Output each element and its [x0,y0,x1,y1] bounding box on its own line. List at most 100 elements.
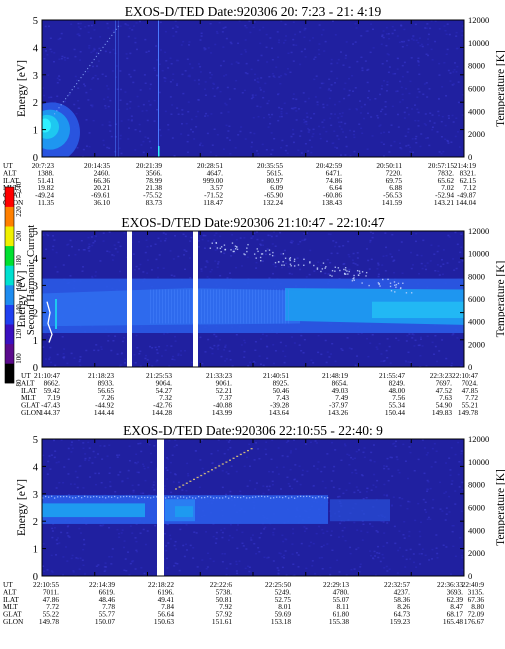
colorbar-swatch [5,304,14,325]
y-right-tick-label: 10000 [468,38,489,48]
orbit-value: 55.77 [99,610,116,619]
orbit-value: 59.42 [44,386,61,395]
orbit-value: 80.97 [267,176,284,185]
spectrogram-image [42,20,464,157]
orbit-value: 149.83 [432,408,452,417]
orbit-value: 7.43 [276,393,289,402]
orbit-value: 20:28:51 [197,161,223,170]
colorbar-swatch [5,206,14,227]
colorbar-swatch [5,343,14,364]
y-right-tick-label: 6000 [468,84,485,94]
orbit-value: 7.37 [219,393,232,402]
orbit-value: 7.92 [219,602,232,611]
orbit-value: 62.15 [460,176,477,185]
orbit-value: 22:25:50 [265,580,291,589]
orbit-value: 6.09 [270,183,283,192]
orbit-value: 20:14:35 [84,161,110,170]
orbit-value: -56.53 [383,191,402,200]
orbit-value: 7.72 [465,393,478,402]
orbit-value: 22:40:9 [462,580,485,589]
orbit-row-label: GLAT [21,401,40,410]
orbit-value: -44.92 [95,401,114,410]
orbit-value: 7024. [462,378,479,387]
orbit-value: 7.26 [101,393,114,402]
orbit-value: 132.24 [263,198,283,207]
orbit-value: 118.47 [203,198,223,207]
orbit-value: -49.24 [35,191,54,200]
orbit-value: 20:7:23 [32,161,55,170]
orbit-value: 52.75 [275,595,292,604]
orbit-row-label: ILAT [21,386,37,395]
orbit-value: -49.87 [457,191,476,200]
orbit-row-label: GLAT [3,610,22,619]
orbit-value: 155.38 [329,617,349,626]
orbit-value: 143.99 [212,408,232,417]
y-tick-label: 3 [33,490,38,501]
orbit-value: 150.07 [95,617,115,626]
orbit-value: 153.18 [271,617,291,626]
orbit-value: -69.61 [91,191,110,200]
orbit-value: 83.73 [146,198,163,207]
orbit-value: 36.10 [94,198,111,207]
orbit-value: 49.03 [332,386,349,395]
orbit-value: 7.63 [439,393,452,402]
orbit-value: 21:25:53 [146,371,172,380]
orbit-row-label: UT [21,371,31,380]
orbit-value: 144.37 [40,408,60,417]
y-right-axis-label: Temperature [K] [495,50,505,127]
orbit-value: 58.36 [394,595,411,604]
y-tick-label: 0 [33,153,38,164]
colorbar-swatch [5,363,14,384]
orbit-value: -47.43 [41,401,60,410]
orbit-value: 5738. [216,587,233,596]
y-tick-label: 0 [33,363,38,374]
orbit-value: 143.64 [269,408,289,417]
orbit-value: 20.21 [94,183,111,192]
y-tick-label: 4 [33,462,39,473]
orbit-value: 50.46 [273,386,290,395]
y-tick-label: 1 [33,545,38,556]
y-axis-label: Energy [eV] [16,479,28,536]
y-right-tick-label: 2000 [468,548,485,558]
spectrogram-image [42,231,464,367]
y-right-tick-label: 2000 [468,129,485,139]
orbit-row-label: ILAT [3,595,19,604]
orbit-value: 54.27 [156,386,173,395]
orbit-value: 51.41 [38,176,55,185]
orbit-value: 5615. [267,168,284,177]
orbit-value: 20:50:11 [376,161,402,170]
orbit-value: 47.52 [436,386,453,395]
y-right-tick-label: 6000 [468,503,485,513]
orbit-value: 149.78 [39,617,59,626]
orbit-value: 144.04 [456,198,476,207]
orbit-value: 7.02 [441,183,454,192]
orbit-value: 55.21 [462,401,479,410]
y-tick-label: 2 [33,98,38,109]
orbit-value: 151.61 [212,617,232,626]
orbit-value: 55.07 [333,595,350,604]
orbit-value: 64.73 [394,610,411,619]
orbit-value: 78.99 [146,176,163,185]
orbit-value: 21:4:19 [454,161,477,170]
orbit-value: 7.32 [159,393,172,402]
orbit-value: 22:32:57 [384,580,410,589]
orbit-value: 19.82 [38,183,55,192]
y-right-axis-label: Temperature [K] [495,261,505,338]
orbit-value: 4780. [333,587,350,596]
orbit-value: 61.80 [333,610,350,619]
orbit-value: 48.00 [389,386,406,395]
y-right-tick-label: 8000 [468,480,485,490]
orbit-row-label: UT [3,161,13,170]
orbit-value: 8.26 [397,602,410,611]
orbit-info-table: UT 20:7:23 20:14:35 20:21:39 20:28:51 20:35:5… [3,161,476,207]
orbit-value: 8654. [332,378,349,387]
orbit-value: 5249. [275,587,292,596]
orbit-row-label: ILAT [3,176,19,185]
y-right-tick-label: 10000 [468,249,489,259]
orbit-value: 8249. [389,378,406,387]
y-right-tick-label: 4000 [468,525,485,535]
orbit-value: 74.86 [326,176,343,185]
orbit-value: 8.80 [471,602,484,611]
orbit-value: 49.41 [158,595,175,604]
orbit-value: 68.17 [447,610,464,619]
